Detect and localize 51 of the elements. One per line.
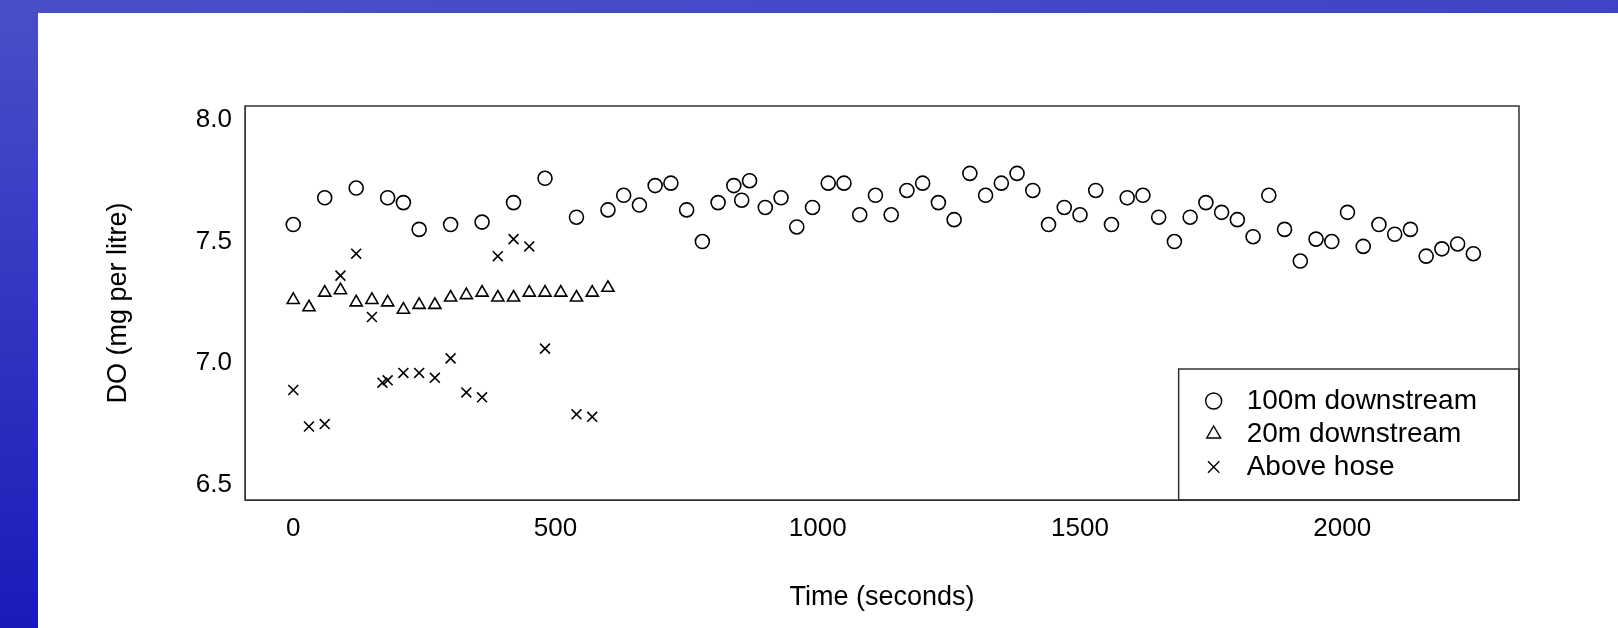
- point: [522, 284, 537, 297]
- y-tick-label: 7.5: [195, 224, 232, 255]
- point: [302, 299, 316, 312]
- point: [538, 284, 552, 297]
- y-axis-title: DO (mg per litre): [101, 202, 132, 404]
- point: [570, 408, 583, 421]
- legend-label: 100m downstream: [1246, 383, 1478, 415]
- point: [376, 376, 389, 389]
- point: [397, 367, 410, 379]
- y-tick-label: 6.5: [195, 468, 232, 499]
- y-tick-label: 8.0: [195, 103, 232, 134]
- point: [429, 372, 441, 384]
- point: [476, 391, 488, 404]
- point: [553, 284, 568, 297]
- x-axis-title: Time (seconds): [789, 581, 975, 612]
- x-tick-label: 1000: [788, 511, 847, 542]
- point: [585, 284, 600, 297]
- point: [365, 292, 379, 305]
- point: [286, 292, 301, 305]
- point: [303, 420, 315, 433]
- point: [366, 311, 378, 323]
- point: [318, 418, 331, 430]
- point: [333, 282, 348, 295]
- point: [601, 279, 615, 293]
- point: [412, 297, 426, 310]
- point: [428, 297, 442, 310]
- point: [459, 287, 474, 300]
- point: [287, 384, 299, 396]
- point: [317, 284, 332, 297]
- y-tick-label: 7.0: [195, 346, 232, 377]
- point: [460, 386, 473, 399]
- point: [490, 289, 505, 302]
- point: [413, 367, 425, 379]
- point: [334, 269, 347, 282]
- point: [349, 294, 364, 307]
- legend-label: 20m downstream: [1246, 416, 1462, 448]
- point: [380, 294, 395, 307]
- x-tick-label: 0: [286, 511, 301, 542]
- point: [506, 289, 521, 302]
- x-tick-label: 2000: [1313, 511, 1372, 542]
- point: [539, 342, 551, 355]
- point: [475, 284, 489, 297]
- x-tick-label: 1500: [1051, 511, 1109, 542]
- point: [443, 289, 458, 302]
- point: [396, 301, 411, 314]
- point: [444, 352, 457, 365]
- point: [569, 289, 584, 302]
- x-tick-label: 500: [533, 511, 578, 542]
- point: [586, 411, 598, 423]
- point: [381, 374, 394, 387]
- legend-label: Above hose: [1246, 449, 1395, 481]
